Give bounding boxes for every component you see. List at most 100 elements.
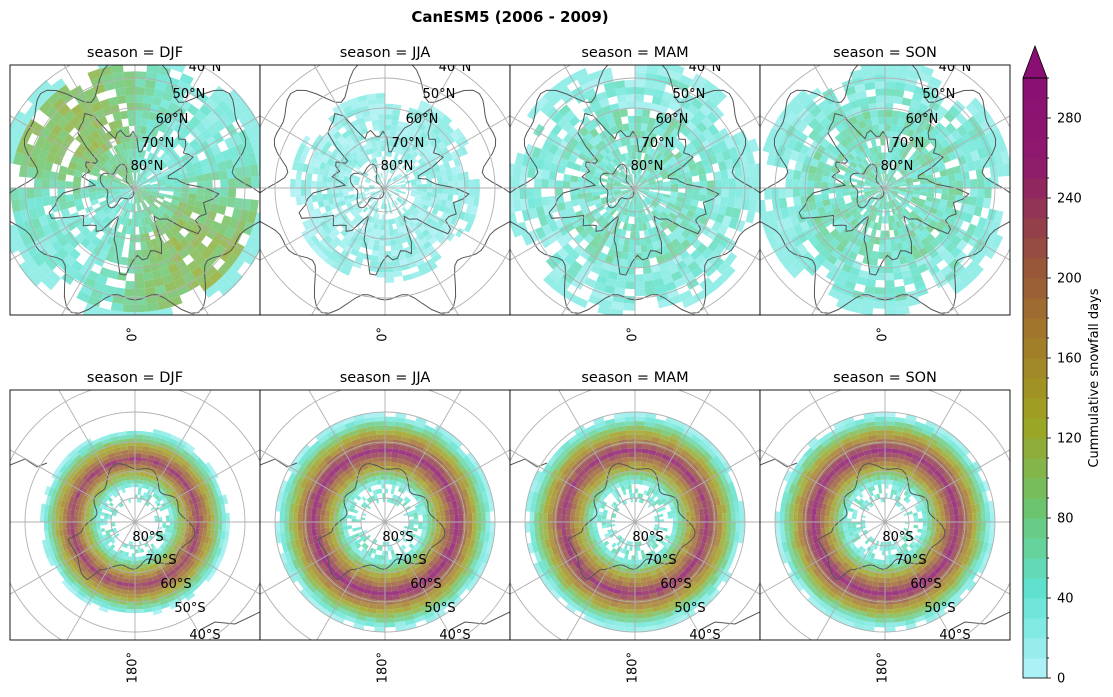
heat-cell (156, 537, 161, 542)
heat-cell (696, 133, 708, 144)
heat-cell (778, 188, 786, 199)
heat-cell (526, 188, 535, 199)
heat-cell (878, 251, 885, 260)
heat-cell (97, 510, 102, 516)
heat-cell (58, 259, 71, 273)
heat-cell (128, 242, 135, 251)
heat-cell (68, 564, 77, 573)
heat-cell (799, 179, 808, 188)
heat-cell (311, 194, 318, 203)
heat-cell (164, 563, 172, 570)
heat-cell (618, 172, 625, 179)
heat-cell (161, 431, 172, 438)
heat-cell (570, 278, 584, 290)
heat-cell (353, 193, 360, 198)
heat-cell (654, 174, 662, 180)
heat-cell (193, 564, 202, 573)
heat-cell (941, 188, 949, 195)
heat-cell (208, 480, 216, 490)
heat-cell (604, 213, 613, 222)
heat-cell (912, 207, 921, 216)
heat-cell (956, 228, 967, 240)
heat-cell (182, 494, 189, 502)
heat-cell (311, 216, 320, 226)
heat-cell (244, 235, 258, 251)
heat-cell (355, 239, 363, 247)
heat-cell (165, 209, 174, 218)
heat-cell (165, 543, 171, 549)
heat-cell (64, 557, 72, 567)
heat-cell (830, 117, 842, 128)
heat-cell (780, 157, 790, 169)
heat-cell (67, 575, 76, 584)
heat-cell (168, 295, 183, 308)
heat-cell (113, 467, 120, 473)
heat-cell (162, 468, 169, 475)
heat-cell (885, 166, 888, 174)
heat-cell (99, 554, 106, 561)
heat-cell (77, 550, 85, 559)
heat-cell (926, 192, 935, 198)
heat-cell (164, 109, 176, 120)
heat-cell (662, 218, 671, 228)
heat-cell (545, 256, 559, 270)
heat-cell (570, 260, 583, 273)
heat-cell (691, 266, 704, 279)
heat-cell (195, 548, 202, 557)
heat-cell (158, 563, 165, 570)
heat-cell (206, 529, 211, 537)
heat-cell (178, 560, 186, 568)
heat-cell (467, 196, 475, 206)
heat-cell (382, 541, 385, 547)
heat-cell (414, 127, 424, 136)
heat-cell (139, 176, 146, 183)
heat-cell (218, 522, 223, 531)
heat-cell (907, 106, 918, 116)
heat-cell (135, 556, 139, 561)
heat-cell (70, 522, 74, 529)
heat-cell (390, 130, 397, 137)
heat-cell (437, 132, 447, 142)
heat-cell (814, 111, 827, 123)
heat-cell (510, 200, 515, 213)
heat-cell (361, 542, 367, 548)
heat-cell (668, 198, 677, 205)
heat-cell (175, 539, 182, 546)
heat-cell (152, 609, 163, 616)
heat-cell (387, 179, 392, 184)
heat-cell (425, 151, 434, 159)
heat-cell (225, 252, 239, 267)
heat-cell (173, 525, 178, 531)
heat-cell (199, 466, 208, 476)
heat-cell (604, 154, 613, 163)
heat-cell (822, 169, 831, 177)
heat-cell (112, 255, 122, 265)
heat-cell (545, 131, 557, 144)
heat-cell (868, 155, 875, 163)
heat-cell (679, 115, 690, 127)
heat-cell (228, 146, 240, 159)
heat-cell (130, 195, 134, 204)
heat-cell (332, 192, 339, 199)
heat-cell (183, 446, 193, 455)
heat-cell (418, 225, 427, 233)
heat-cell (108, 456, 117, 462)
heat-cell (395, 189, 401, 192)
heat-cell (141, 110, 151, 120)
heat-cell (340, 229, 349, 237)
heat-cell (890, 243, 898, 252)
heat-cell (695, 91, 709, 105)
heat-cell (423, 241, 432, 250)
heat-cell (295, 170, 303, 180)
heat-cell (714, 179, 722, 188)
heat-cell (420, 131, 429, 139)
heat-cell (692, 290, 708, 303)
heat-cell (71, 503, 77, 511)
heat-cell (159, 163, 168, 171)
heat-cell (47, 504, 53, 514)
heat-cell (393, 270, 403, 278)
heat-cell (179, 265, 192, 278)
heat-cell (179, 73, 194, 86)
heat-cell (541, 196, 550, 207)
heat-cell (917, 171, 926, 178)
